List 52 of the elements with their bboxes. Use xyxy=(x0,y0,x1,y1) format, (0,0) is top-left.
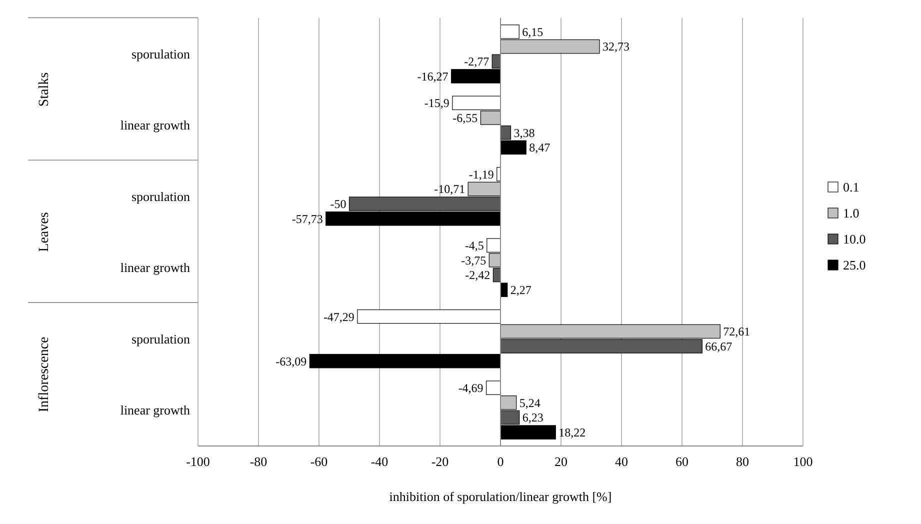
data-label: 66,67 xyxy=(705,339,732,354)
x-tick-label: -40 xyxy=(370,454,388,469)
y-tick-label: linear growth xyxy=(120,118,190,133)
x-tick-label: 80 xyxy=(736,454,749,469)
x-axis-title: inhibition of sporulation/linear growth [%] xyxy=(389,489,612,504)
data-label: -4,5 xyxy=(464,238,484,253)
y-tick-label: sporulation xyxy=(132,331,190,346)
text: Inflorescence xyxy=(37,336,52,412)
data-label: 8,47 xyxy=(529,140,550,155)
data-label: -57,73 xyxy=(292,212,323,226)
data-label: 3,38 xyxy=(514,126,535,140)
data-label: -50 xyxy=(330,197,346,212)
data-label: -47,29 xyxy=(323,310,354,324)
y-tick-label: linear growth xyxy=(120,402,190,418)
x-tick-label: -20 xyxy=(431,454,449,469)
x-tick-label: -60 xyxy=(310,454,328,469)
legend-label: 10.0 xyxy=(843,232,866,247)
data-label: -10,71 xyxy=(434,182,466,196)
data-label: -4,69 xyxy=(458,380,484,395)
text: Leaves xyxy=(37,212,52,252)
data-label: -2,42 xyxy=(465,268,490,282)
data-label: -16,27 xyxy=(417,69,448,84)
x-tick-label: 60 xyxy=(676,454,688,469)
data-label: 72,61 xyxy=(723,324,750,339)
data-label: 6,23 xyxy=(522,410,544,425)
data-label: -63,09 xyxy=(276,354,307,368)
x-tick-label: 100 xyxy=(793,454,813,469)
x-tick-label: 0 xyxy=(497,454,504,469)
y-tick-label: linear growth xyxy=(120,260,190,276)
text: Stalks xyxy=(37,72,52,107)
data-label: 6,15 xyxy=(522,24,544,39)
legend-label: 25.0 xyxy=(843,258,866,273)
data-label: -15,9 xyxy=(424,96,450,110)
data-label: 32,73 xyxy=(602,40,630,54)
bar xyxy=(357,309,501,324)
x-tick-label: 20 xyxy=(554,454,568,469)
legend-label: 0.1 xyxy=(843,180,860,195)
x-tick-label: 40 xyxy=(615,454,628,469)
data-label: -2,77 xyxy=(464,54,490,69)
data-label: -1,19 xyxy=(468,167,494,182)
data-label: -3,75 xyxy=(461,253,486,268)
data-label: 5,24 xyxy=(519,396,540,410)
data-label: 2,27 xyxy=(510,283,532,298)
y-tick-label: sporulation xyxy=(132,46,190,62)
legend-label: 1.0 xyxy=(843,206,860,221)
y-tick-label: sporulation xyxy=(132,188,190,204)
data-label: 18,22 xyxy=(558,425,586,440)
data-label: -6,55 xyxy=(452,110,478,125)
x-tick-label: -100 xyxy=(186,454,210,469)
bar xyxy=(309,354,501,368)
bar xyxy=(486,380,501,395)
x-tick-label: -80 xyxy=(250,454,268,469)
